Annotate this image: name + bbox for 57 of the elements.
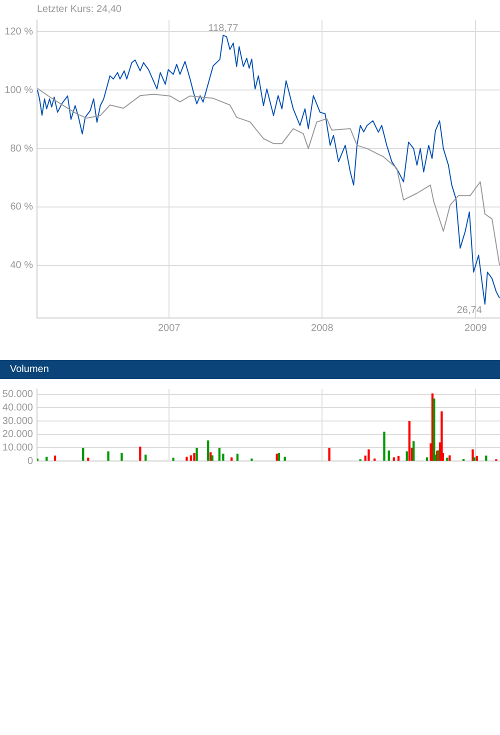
y-tick-label: 120 % — [4, 26, 34, 38]
bar — [476, 456, 478, 461]
bar — [190, 455, 192, 461]
bar — [46, 456, 48, 461]
bar — [276, 454, 278, 461]
bar — [54, 456, 56, 461]
y-tick-label: 60 % — [10, 202, 34, 213]
bar — [328, 448, 330, 461]
bar — [207, 440, 210, 461]
bar — [426, 457, 428, 461]
bar — [278, 452, 280, 461]
text: Letzter Kurs: 24,40 — [37, 4, 122, 15]
y-tick-label: 30.000 — [2, 416, 34, 427]
bar — [406, 451, 408, 461]
bar — [397, 456, 400, 461]
y-tick-label: 100 % — [4, 84, 34, 96]
chart-title: Volumen — [0, 360, 500, 379]
bar — [236, 454, 239, 461]
y-tick-label: 40 % — [10, 260, 34, 272]
annotation: 118,77 — [208, 23, 239, 34]
bar — [144, 454, 147, 461]
bar — [473, 457, 476, 461]
bar — [446, 458, 448, 461]
bar — [211, 455, 214, 461]
bar — [388, 450, 390, 461]
y-tick-label: 0 — [27, 456, 34, 467]
bar — [172, 458, 174, 461]
bar — [230, 457, 233, 461]
y-tick-label: 80 % — [10, 143, 34, 154]
bar — [107, 451, 110, 461]
bar — [218, 448, 221, 461]
x-tick-label: 2009 — [464, 322, 488, 334]
bar — [193, 452, 196, 461]
y-tick-label: 50.000 — [2, 389, 34, 400]
bar — [120, 452, 123, 461]
bar — [485, 456, 488, 461]
bar — [472, 449, 474, 461]
bar — [383, 432, 386, 461]
bar — [433, 398, 436, 461]
y-tick-label: 40.000 — [2, 402, 34, 414]
bar — [139, 446, 142, 461]
bar — [284, 456, 286, 461]
bar — [408, 420, 410, 461]
bar — [368, 449, 370, 461]
y-tick-label: 10.000 — [2, 442, 34, 454]
bar — [412, 441, 415, 461]
bar — [440, 411, 443, 461]
bar — [186, 456, 188, 461]
bar — [392, 457, 395, 461]
annotation: 26,74 — [456, 304, 482, 316]
y-tick-label: 20.000 — [2, 429, 34, 440]
bar — [196, 448, 198, 461]
x-tick-label: 2008 — [311, 322, 334, 334]
bar — [448, 455, 451, 461]
x-tick-label: 2007 — [158, 322, 181, 334]
bar — [82, 448, 84, 461]
bar — [87, 458, 90, 461]
